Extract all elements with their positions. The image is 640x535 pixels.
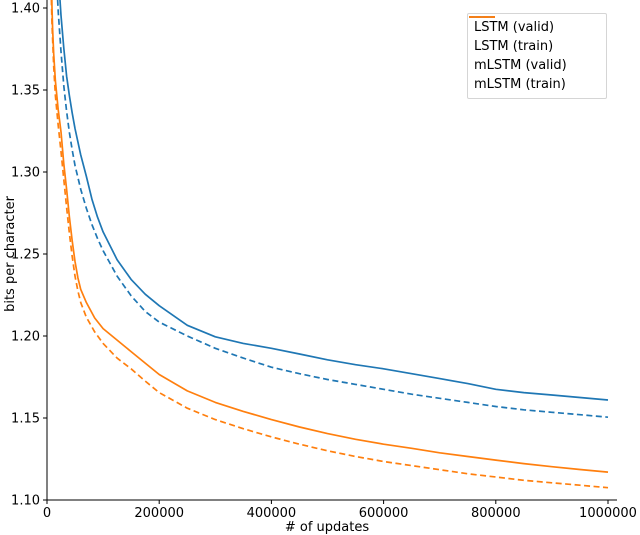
y-axis-title: bits per character — [3, 195, 18, 312]
legend-label-mlstm-train: mLSTM (train) — [474, 77, 566, 92]
x-axis-title: # of updates — [285, 520, 369, 535]
y-tick-label: 1.35 — [11, 84, 40, 99]
legend-item-lstm-train: LSTM (train) — [469, 16, 598, 56]
y-tick-label: 1.25 — [11, 248, 40, 263]
x-tick-label: 200000 — [134, 506, 184, 521]
series-line-lstm-valid — [59, 0, 609, 401]
legend-item-lstm-valid: LSTM (valid) — [469, 16, 598, 37]
x-tick-label: 400000 — [247, 506, 297, 521]
y-tick-label: 1.15 — [11, 412, 40, 427]
y-tick-label: 1.20 — [11, 330, 40, 345]
legend: LSTM (valid) LSTM (train) mLSTM (valid) … — [467, 13, 607, 99]
series-layer — [50, 0, 609, 489]
legend-label-lstm-train: LSTM (train) — [474, 39, 554, 54]
series-line-mlstm-valid — [51, 0, 609, 473]
series-line-lstm-train — [56, 0, 609, 419]
mlstm-train-line-sample-icon — [469, 16, 495, 18]
axes-layer: 1.10 1.15 1.20 1.25 1.30 1.35 1.40 0 200000 40000… — [11, 0, 637, 521]
series-line-mlstm-train — [50, 0, 609, 489]
y-tick-label: 1.10 — [11, 494, 40, 509]
legend-item-mlstm-train: mLSTM (train) — [469, 16, 598, 94]
x-tick-label: 0 — [43, 506, 51, 521]
legend-item-mlstm-valid: mLSTM (valid) — [469, 16, 598, 75]
x-tick-label: 600000 — [359, 506, 409, 521]
legend-label-lstm-valid: LSTM (valid) — [474, 20, 555, 35]
y-tick-label: 1.30 — [11, 166, 40, 181]
legend-label-mlstm-valid: mLSTM (valid) — [474, 58, 567, 73]
y-tick-label: 1.40 — [11, 2, 40, 17]
x-tick-label: 800000 — [471, 506, 521, 521]
x-tick-label: 1000000 — [579, 506, 637, 521]
